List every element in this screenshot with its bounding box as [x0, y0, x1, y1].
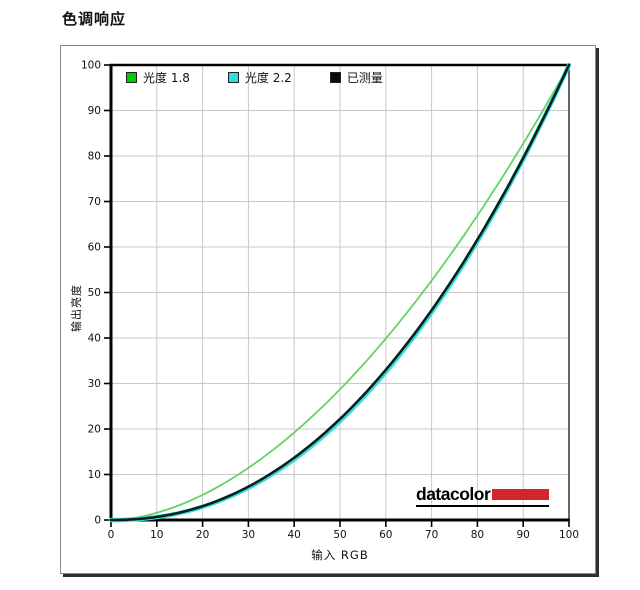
tone-response-chart-panel: 0 10 20 30 40 50 60 70 80 90 100 0 10 20 30 40 50 60 70 80 9…	[60, 45, 596, 574]
svg-text:0: 0	[108, 529, 115, 541]
svg-text:0: 0	[94, 515, 101, 527]
svg-text:40: 40	[288, 529, 301, 541]
svg-text:30: 30	[88, 378, 101, 390]
legend-swatch-black	[329, 72, 341, 83]
legend-swatch-cyan	[227, 72, 239, 83]
svg-text:60: 60	[88, 242, 101, 254]
y-axis-title: 输出亮度	[70, 284, 83, 332]
svg-text:50: 50	[88, 287, 101, 299]
page-title: 色调响应	[62, 10, 127, 28]
legend-swatch-green	[126, 72, 137, 83]
legend-item-gamma-2-2: 光度 2.2	[227, 69, 292, 86]
tone-response-chart: 0 10 20 30 40 50 60 70 80 90 100 0 10 20 30 40 50 60 70 80 9…	[81, 60, 579, 542]
svg-text:80: 80	[88, 151, 101, 163]
legend-label-measured: 已测量	[346, 71, 383, 85]
svg-text:90: 90	[517, 529, 530, 541]
datacolor-logo-red-bar	[492, 489, 550, 501]
legend-label-gamma-2-2: 光度 2.2	[244, 71, 292, 85]
svg-text:90: 90	[88, 105, 101, 117]
datacolor-logo: datacolor	[416, 484, 550, 507]
svg-text:20: 20	[196, 529, 209, 541]
svg-text:10: 10	[150, 529, 163, 541]
svg-text:60: 60	[379, 529, 392, 541]
svg-text:80: 80	[471, 529, 484, 541]
svg-text:50: 50	[333, 529, 346, 541]
svg-text:70: 70	[88, 196, 101, 208]
svg-text:30: 30	[242, 529, 255, 541]
svg-text:100: 100	[559, 529, 579, 541]
datacolor-logo-text: datacolor	[416, 484, 491, 504]
legend-item-measured: 已测量	[329, 69, 383, 86]
svg-text:100: 100	[81, 60, 101, 72]
legend-item-gamma-1-8: 光度 1.8	[126, 69, 190, 86]
svg-text:20: 20	[88, 424, 101, 436]
x-axis-title: 输入 RGB	[311, 548, 369, 562]
svg-text:10: 10	[88, 469, 101, 481]
svg-text:70: 70	[425, 529, 438, 541]
chart-legend: 光度 1.8 光度 2.2 已测量	[126, 69, 383, 86]
legend-label-gamma-1-8: 光度 1.8	[143, 71, 190, 85]
svg-text:40: 40	[88, 333, 101, 345]
